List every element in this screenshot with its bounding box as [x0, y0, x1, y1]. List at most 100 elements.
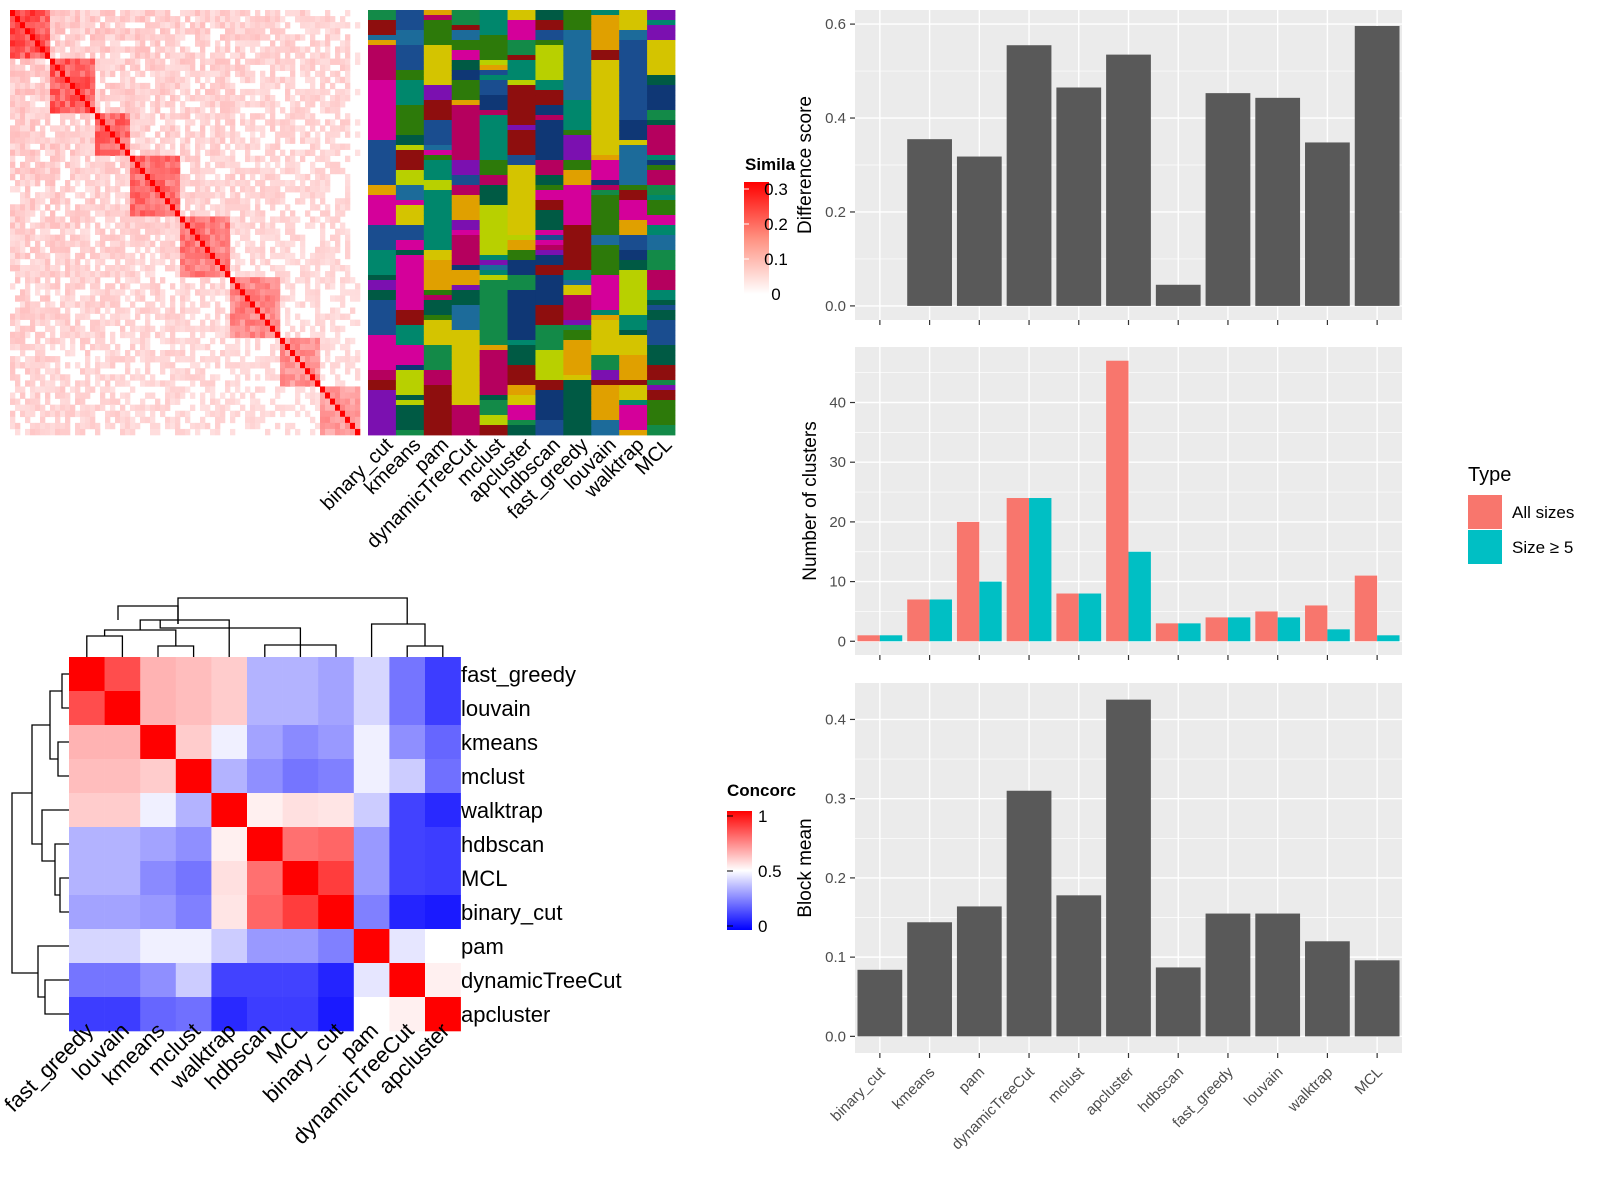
cluster-cell — [563, 275, 592, 281]
similarity-cell — [20, 10, 26, 17]
similarity-cell — [200, 404, 206, 412]
cluster-cell — [563, 130, 592, 136]
similarity-cell — [75, 319, 81, 327]
similarity-cell — [325, 246, 331, 254]
similarity-cell — [40, 95, 46, 102]
similarity-cell — [100, 131, 106, 138]
similarity-cell — [195, 240, 201, 248]
similarity-cell — [65, 246, 71, 254]
similarity-cell — [80, 325, 86, 333]
cluster-cell — [591, 310, 620, 316]
cluster-cell — [451, 20, 481, 26]
similarity-cell — [335, 416, 341, 424]
similarity-cell — [275, 313, 281, 320]
cluster-cell — [535, 390, 564, 396]
similarity-cell — [105, 95, 111, 102]
similarity-cell — [60, 222, 66, 229]
similarity-cell — [260, 234, 266, 242]
cluster-cell — [619, 400, 648, 406]
cluster-cell — [423, 295, 453, 301]
similarity-cell — [265, 307, 271, 314]
cluster-cell — [507, 150, 536, 156]
similarity-cell — [175, 325, 181, 333]
similarity-cell — [75, 210, 81, 217]
similarity-cell — [315, 422, 321, 430]
similarity-cell — [155, 180, 161, 187]
similarity-cell — [345, 204, 351, 211]
cluster-cell — [563, 10, 592, 16]
similarity-cell — [325, 10, 331, 17]
cluster-cell — [535, 115, 564, 121]
similarity-cell — [105, 422, 111, 430]
similarity-cell — [185, 258, 191, 266]
similarity-cell — [340, 422, 346, 430]
cluster-cell — [368, 410, 397, 416]
similarity-cell — [155, 22, 161, 29]
similarity-cell — [60, 258, 66, 266]
cluster-cell — [535, 350, 564, 356]
similarity-cell — [350, 307, 356, 314]
similarity-cell — [25, 10, 31, 17]
similarity-cell — [50, 307, 56, 314]
similarity-cell — [165, 101, 171, 108]
bar-size-ge5 — [1078, 593, 1102, 642]
similarity-cell — [345, 113, 351, 120]
similarity-cell — [15, 246, 21, 254]
similarity-cell — [315, 362, 321, 369]
similarity-cell — [195, 216, 201, 223]
similarity-cell — [170, 240, 176, 248]
concordance-cell — [175, 759, 212, 794]
cluster-cell — [507, 300, 536, 306]
cluster-cell — [647, 15, 676, 21]
similarity-cell — [15, 319, 21, 327]
similarity-cell — [255, 289, 261, 296]
similarity-cell — [140, 265, 146, 272]
cluster-cell — [507, 170, 536, 176]
similarity-cell — [120, 392, 126, 399]
cluster-cell — [507, 295, 536, 301]
similarity-cell — [120, 95, 126, 102]
similarity-cell — [260, 325, 266, 333]
similarity-cell — [70, 149, 76, 157]
similarity-cell — [30, 362, 36, 369]
similarity-cell — [305, 374, 311, 381]
similarity-cell — [125, 173, 131, 181]
similarity-cell — [120, 222, 126, 229]
similarity-cell — [225, 161, 231, 169]
similarity-cell — [15, 10, 21, 17]
similarity-cell — [325, 40, 331, 47]
similarity-cell — [15, 422, 21, 430]
similarity-cell — [95, 113, 101, 120]
cluster-cell — [451, 350, 481, 356]
similarity-cell — [120, 16, 126, 23]
similarity-cell — [345, 289, 351, 296]
similarity-cell — [85, 64, 91, 72]
similarity-cell — [310, 52, 316, 59]
similarity-cell — [35, 180, 41, 187]
cluster-cell — [368, 80, 397, 86]
similarity-cell — [135, 95, 141, 102]
similarity-cell — [310, 362, 316, 369]
cluster-cell — [423, 405, 453, 411]
similarity-cell — [275, 10, 281, 17]
similarity-cell — [205, 362, 211, 369]
similarity-cell — [290, 350, 296, 357]
similarity-cell — [70, 173, 76, 181]
similarity-cell — [200, 368, 206, 375]
similarity-cell — [160, 28, 166, 35]
similarity-cell — [120, 271, 126, 278]
similarity-cell — [340, 101, 346, 108]
similarity-cell — [45, 173, 51, 181]
cluster-cell — [423, 410, 453, 416]
similarity-cell — [40, 228, 46, 235]
cluster-cell — [451, 235, 481, 241]
similarity-cell — [260, 416, 266, 424]
cluster-cell — [395, 290, 425, 296]
similarity-cell — [195, 40, 201, 47]
similarity-cell — [335, 295, 341, 302]
similarity-cell — [120, 143, 126, 150]
similarity-cell — [195, 137, 201, 144]
similarity-cell — [245, 422, 251, 430]
cluster-cell — [591, 10, 620, 16]
